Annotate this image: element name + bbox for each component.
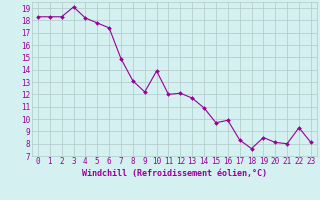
X-axis label: Windchill (Refroidissement éolien,°C): Windchill (Refroidissement éolien,°C) (82, 169, 267, 178)
